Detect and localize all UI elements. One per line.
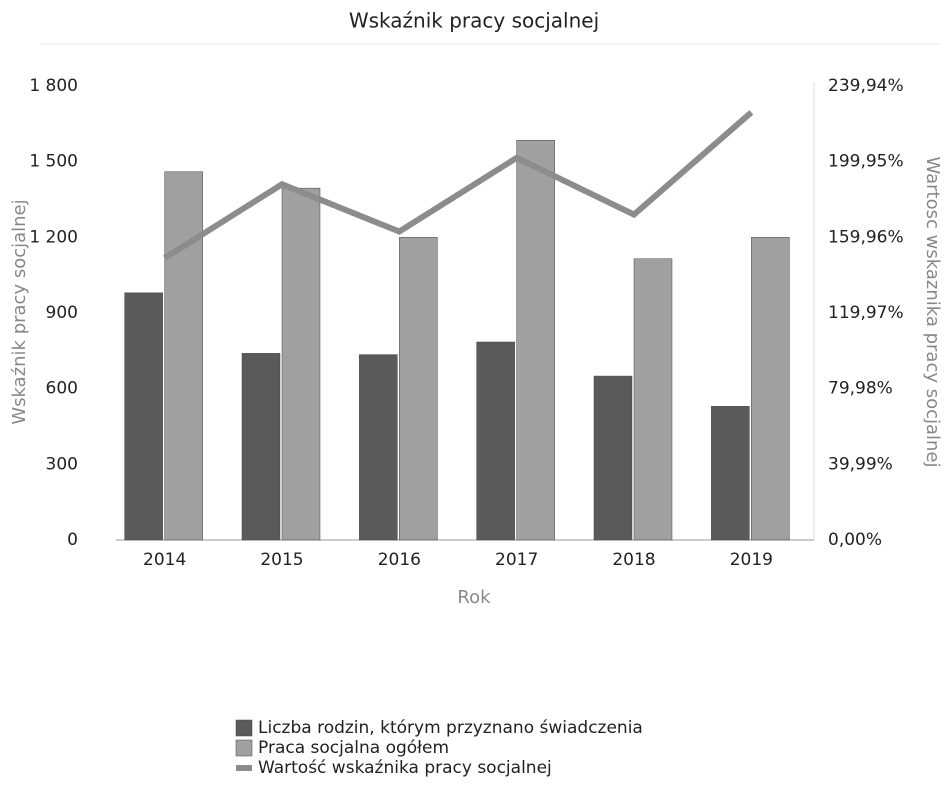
y2-tick-label: 79,98% <box>828 379 893 399</box>
bar <box>476 341 515 541</box>
bar <box>399 237 438 541</box>
x-tick-label: 2019 <box>730 550 773 570</box>
chart-title: Wskaźnik pracy socjalnej <box>349 9 599 33</box>
legend-swatch <box>235 719 253 737</box>
y2-tick-label: 159,96% <box>828 227 904 247</box>
x-tick-label: 2014 <box>143 550 186 570</box>
line <box>163 110 754 261</box>
x-tick-label: 2016 <box>378 550 421 570</box>
x-tick-label: 2018 <box>612 550 655 570</box>
bar <box>281 187 321 541</box>
bar <box>711 406 750 541</box>
legend-swatch <box>236 765 252 771</box>
y2-tick-label: 199,95% <box>828 152 904 172</box>
bar <box>751 237 790 541</box>
legend-swatch <box>235 739 253 757</box>
y2-axis-title: Wartosc wskaznika pracy socjalnej <box>922 156 943 467</box>
y-tick-label: 1 500 <box>29 152 78 172</box>
bar <box>241 353 281 541</box>
x-tick-label: 2017 <box>495 550 538 570</box>
y-axis-title: Wskaźnik pracy socjalnej <box>9 199 30 424</box>
y-tick-label: 600 <box>46 379 78 399</box>
legend-label: Praca socjalna ogółem <box>258 738 449 758</box>
y-tick-label: 1 800 <box>29 76 78 96</box>
bar <box>359 354 398 541</box>
y2-tick-label: 39,99% <box>828 454 893 474</box>
x-tick-label: 2015 <box>260 550 303 570</box>
bar <box>164 171 203 541</box>
y-tick-label: 900 <box>46 303 78 323</box>
x-axis-title: Rok <box>457 587 491 608</box>
y2-tick-label: 0,00% <box>828 530 882 550</box>
legend-label: Wartość wskaźnika pracy socjalnej <box>258 758 552 778</box>
legend-label: Liczba rodzin, którym przyznano świadcze… <box>258 718 643 738</box>
bar <box>593 375 633 541</box>
bar <box>516 139 555 541</box>
y-tick-label: 0 <box>67 530 78 550</box>
y2-tick-label: 119,97% <box>828 303 904 323</box>
y2-tick-label: 239,94% <box>828 76 904 96</box>
y-tick-label: 300 <box>46 454 78 474</box>
bar <box>124 292 163 541</box>
bar <box>633 258 673 541</box>
y-tick-label: 1 200 <box>29 227 78 247</box>
